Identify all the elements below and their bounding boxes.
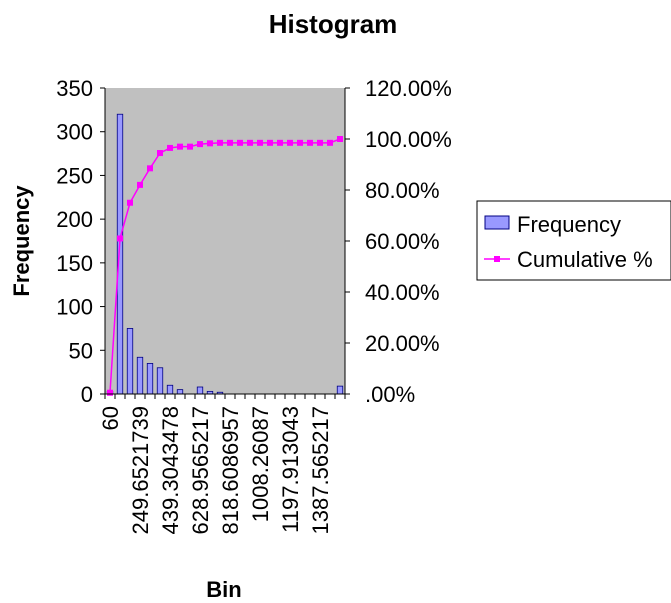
cumulative-point-312.8695652: [147, 165, 153, 172]
y2-tick-label: 40.00%: [365, 280, 440, 305]
bar-123.2173913: [116, 113, 124, 395]
y2-tick-label: .00%: [365, 382, 415, 407]
x-tick-label: 818.6086957: [218, 406, 243, 534]
cumulative-point-1008.26087: [257, 139, 263, 146]
cumulative-point-249.6521739: [137, 181, 143, 188]
y-tick-label: 100: [56, 295, 93, 320]
chart-title: Histogram: [269, 9, 398, 39]
cumulative-point-1071.478261: [267, 139, 273, 146]
x-tick-label: 1008.26087: [248, 406, 273, 522]
x-tick-label: 60: [98, 406, 123, 430]
y2-tick-label: 20.00%: [365, 331, 440, 356]
cumulative-point-1324.347826: [307, 139, 313, 146]
x-tick-label: 249.6521739: [128, 406, 153, 534]
x-tick-label: 1387.565217: [308, 406, 333, 534]
y2-tick-label: 100.00%: [365, 127, 452, 152]
left-axis: 0 50 100 150 200 250 300 350: [56, 76, 106, 407]
cumulative-point-945.0434783: [247, 139, 253, 146]
legend-frequency-label: Frequency: [517, 212, 621, 237]
bar-628.9565217: [196, 386, 204, 395]
y-tick-label: 150: [56, 251, 93, 276]
bar-439.3043478: [166, 384, 174, 395]
cumulative-point-60: [107, 389, 113, 396]
y-tick-label: 350: [56, 76, 93, 101]
cumulative-point-1450.782609: [327, 139, 333, 146]
cumulative-point-1197.913043: [287, 139, 293, 146]
x-axis-title: Bin: [206, 577, 241, 602]
bar-502.5217391: [176, 389, 184, 395]
cumulative-point-565.7391304: [187, 143, 193, 150]
y2-tick-label: 120.00%: [365, 76, 452, 101]
cumulative-point-502.5217391: [177, 143, 183, 150]
bar-376.0869565: [156, 367, 164, 395]
legend-box: [476, 200, 671, 281]
cumulative-point-186.4347826: [127, 199, 133, 206]
x-tick-label: 628.9565217: [188, 406, 213, 534]
y-tick-label: 200: [56, 207, 93, 232]
x-tick-label: 1197.913043: [278, 406, 303, 533]
cumulative-point-628.9565217: [197, 141, 203, 148]
plot-area: [105, 88, 345, 394]
right-axis: .00% 20.00% 40.00% 60.00% 80.00% 100.00% 120.0…: [344, 76, 452, 407]
cumulative-point-439.3043478: [167, 144, 173, 151]
bar-More: [336, 385, 344, 395]
cumulative-point-1387.565217: [317, 139, 323, 146]
y-tick-label: 0: [81, 382, 93, 407]
cumulative-point-1261.130435: [297, 139, 303, 146]
cumulative-point-1134.695652: [277, 139, 283, 146]
cumulative-point-692.173913: [207, 140, 213, 147]
y-axis-title: Frequency: [9, 185, 34, 297]
legend-frequency-swatch: [484, 215, 510, 230]
cumulative-point-376.0869565: [157, 150, 163, 157]
y2-tick-label: 60.00%: [365, 229, 440, 254]
bar-312.8695652: [146, 362, 154, 395]
bar-186.4347826: [126, 328, 134, 395]
x-tick-label: 439.3043478: [158, 406, 183, 534]
x-axis: 60 249.6521739 439.3043478 628.9565217 818.6…: [98, 393, 346, 534]
cumulative-point-818.6086957: [227, 139, 233, 146]
y-tick-label: 50: [69, 338, 93, 363]
legend-cumulative-label: Cumulative %: [517, 247, 653, 272]
y2-tick-label: 80.00%: [365, 178, 440, 203]
cumulative-point-881.826087: [237, 139, 243, 146]
y-tick-label: 250: [56, 163, 93, 188]
y-tick-label: 300: [56, 120, 93, 145]
legend-cumulative-marker: [494, 256, 500, 262]
cumulative-line: [107, 136, 343, 396]
bar-249.6521739: [136, 356, 144, 395]
cumulative-point-755.3913043: [217, 139, 223, 146]
cumulative-point-More: [337, 136, 343, 142]
legend: Frequency Cumulative %: [476, 200, 671, 281]
cumulative-point-123.2173913: [117, 235, 123, 242]
